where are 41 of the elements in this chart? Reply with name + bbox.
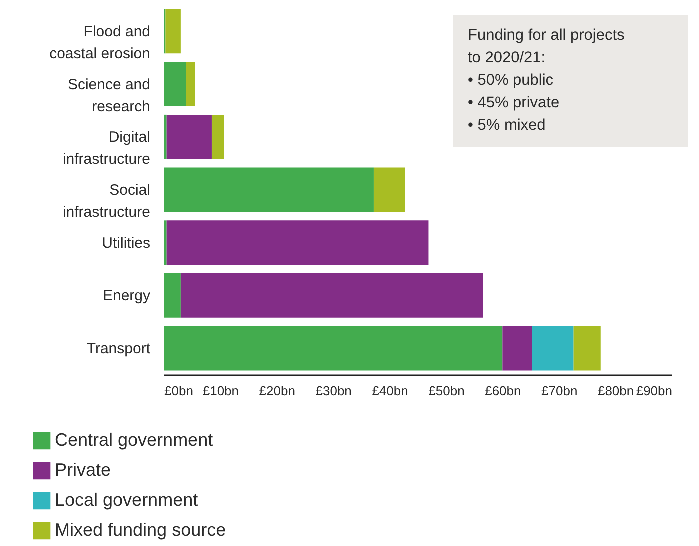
x-tick-label: £70bn [542, 384, 578, 398]
y-tick-label: Energy [102, 288, 151, 305]
legend-label: Mixed funding source [55, 520, 226, 540]
bar [166, 9, 181, 54]
legend-label: Central government [55, 430, 214, 450]
bar [532, 326, 574, 371]
bar [164, 168, 374, 212]
x-tick-label: £80bn [598, 384, 634, 398]
y-tick-label: Transport [86, 340, 152, 358]
annotation: • 45% private [468, 94, 560, 112]
y-tick-label: Science and research [68, 76, 150, 116]
x-tick-label: £20bn [259, 384, 296, 398]
x-tick-label: £40bn [372, 384, 408, 398]
annotation: Funding for all projects to 2020/21: [468, 27, 626, 66]
x-tick-label: £30bn [316, 384, 352, 398]
x-tick-label: £50bn [428, 384, 465, 398]
bar [502, 326, 532, 371]
bar [164, 220, 167, 266]
x-tick-label: £0bn [164, 384, 194, 398]
bar [574, 326, 601, 371]
bar [180, 274, 484, 318]
x-tick-label: £60bn [485, 384, 522, 398]
bar [212, 114, 224, 160]
bar [164, 274, 181, 318]
y-tick-label: Utilities [102, 234, 150, 252]
bar [166, 114, 212, 160]
bar [164, 62, 186, 106]
y-tick-label: Flood and coastal erosion [50, 23, 150, 62]
bar [164, 114, 167, 160]
bar [166, 220, 429, 266]
x-tick-label: £90bn [636, 384, 672, 398]
legend-label: Private [55, 460, 112, 480]
legend-label: Local government [55, 490, 198, 510]
bar [186, 62, 196, 106]
y-tick-label: Digital infrastructure [62, 129, 150, 168]
annotation: • 5% mixed [468, 117, 546, 134]
y-tick-label: Social infrastructure [62, 182, 150, 221]
bar [164, 326, 503, 371]
x-tick-label: £10bn [202, 384, 240, 398]
bar [374, 168, 406, 212]
annotation: • 50% public [468, 72, 554, 89]
